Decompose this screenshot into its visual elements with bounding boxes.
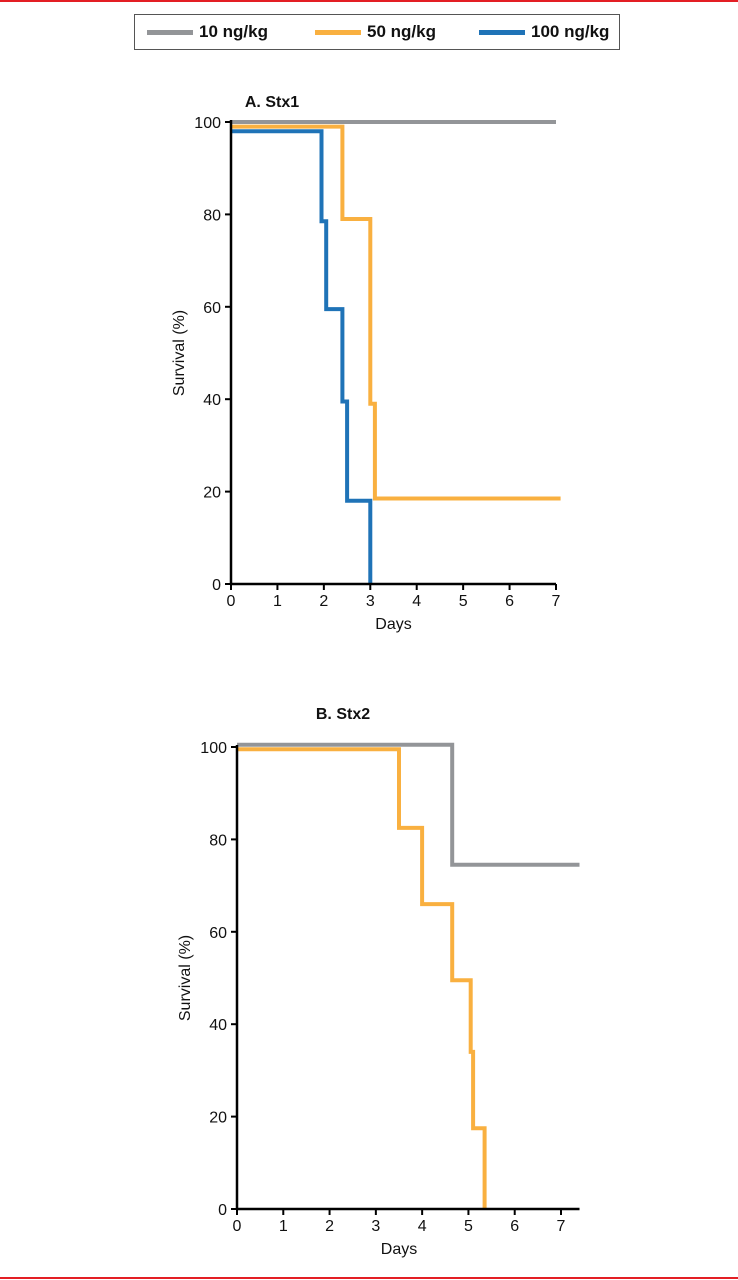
chart-2-y-axis-title: Survival (%) (177, 935, 194, 1021)
legend-item-50: 50 ng/kg (315, 15, 436, 49)
chart-1-x-tick-label: 2 (319, 593, 328, 610)
chart-1-y-tick-label: 60 (203, 300, 221, 317)
chart-2-y-tick-label: 20 (209, 1110, 227, 1127)
chart-1-y-tick-label: 100 (194, 115, 221, 132)
chart-1-x-tick-label: 6 (505, 593, 514, 610)
chart-1-y-axis-title: Survival (%) (171, 310, 188, 396)
chart-2-y-tick-label: 80 (209, 832, 227, 849)
chart-1-x-tick-label: 4 (412, 593, 421, 610)
top-border-line (0, 0, 738, 2)
chart-1-series-100-ng-kg (231, 129, 373, 584)
legend-swatch-100 (479, 29, 525, 35)
legend-label-100: 100 ng/kg (531, 22, 610, 41)
chart-2-x-tick-label: 0 (233, 1218, 242, 1235)
chart-1-x-tick-label: 3 (366, 593, 375, 610)
bottom-border-line (0, 1277, 738, 1279)
legend-label-50: 50 ng/kg (367, 22, 436, 41)
legend-label-10: 10 ng/kg (199, 22, 268, 41)
chart-2-y-tick-label: 40 (209, 1017, 227, 1034)
chart-1-y-tick-label: 40 (203, 392, 221, 409)
chart-2-series-50-ng-kg (237, 747, 487, 1209)
chart-2-x-tick-label: 3 (371, 1218, 380, 1235)
chart-1-title: A. Stx1 (245, 94, 299, 111)
legend: 10 ng/kg 50 ng/kg 100 ng/kg (134, 14, 620, 50)
chart-2-series-10-ng-kg (237, 742, 580, 867)
legend-item-100: 100 ng/kg (479, 15, 609, 49)
legend-item-10: 10 ng/kg (147, 15, 268, 49)
legend-swatch-10 (147, 29, 193, 35)
chart-1-x-tick-label: 1 (273, 593, 282, 610)
chart-1-y-tick-label: 20 (203, 485, 221, 502)
chart-2-y-tick-label: 0 (218, 1202, 227, 1219)
chart-2-x-tick-label: 1 (279, 1218, 288, 1235)
chart-2-x-tick-label: 7 (557, 1218, 566, 1235)
chart-1-series-50-ng-kg (231, 124, 561, 501)
chart-1-x-tick-label: 5 (459, 593, 468, 610)
chart-2-x-tick-label: 4 (418, 1218, 427, 1235)
chart-2-title: B. Stx2 (316, 706, 370, 723)
chart-1-x-axis-title: Days (375, 616, 411, 633)
chart-2-y-tick-label: 100 (200, 740, 227, 757)
chart-2-x-axis-title: Days (381, 1241, 417, 1258)
chart-1-y-tick-label: 0 (212, 577, 221, 594)
chart-2-x-tick-label: 5 (464, 1218, 473, 1235)
legend-swatch-50 (315, 29, 361, 35)
chart-2-x-tick-label: 2 (325, 1218, 334, 1235)
chart-2-x-tick-label: 6 (510, 1218, 519, 1235)
chart-1-x-tick-label: 0 (227, 593, 236, 610)
chart-1-x-tick-label: 7 (552, 593, 561, 610)
chart-1-y-tick-label: 80 (203, 207, 221, 224)
chart-2-y-tick-label: 60 (209, 925, 227, 942)
